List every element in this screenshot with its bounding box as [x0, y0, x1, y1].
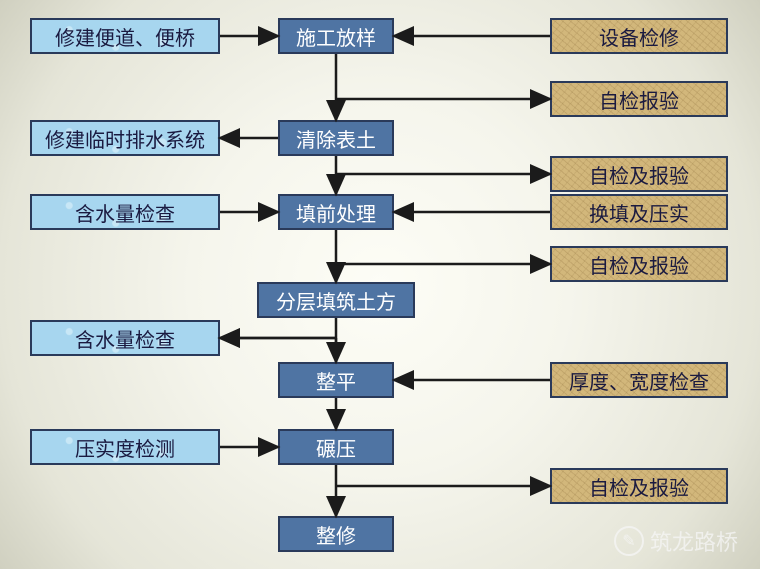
center-node-1: 清除表土 — [278, 120, 394, 156]
watermark: ✎ 筑龙路桥 — [614, 525, 738, 557]
right-node-5: 厚度、宽度检查 — [550, 362, 728, 398]
right-node-1: 自检报验 — [550, 81, 728, 117]
center-node-5: 碾压 — [278, 429, 394, 465]
right-node-0: 设备检修 — [550, 18, 728, 54]
right-node-2: 自检及报验 — [550, 156, 728, 192]
right-node-3: 换填及压实 — [550, 194, 728, 230]
left-node-1: 修建临时排水系统 — [30, 120, 220, 156]
center-node-3: 分层填筑土方 — [257, 282, 415, 318]
right-node-4: 自检及报验 — [550, 246, 728, 282]
left-node-3: 含水量检查 — [30, 320, 220, 356]
left-node-2: 含水量检查 — [30, 194, 220, 230]
center-node-2: 填前处理 — [278, 194, 394, 230]
left-node-4: 压实度检测 — [30, 429, 220, 465]
left-node-0: 修建便道、便桥 — [30, 18, 220, 54]
center-node-0: 施工放样 — [278, 18, 394, 54]
center-node-4: 整平 — [278, 362, 394, 398]
center-node-6: 整修 — [278, 516, 394, 552]
right-node-6: 自检及报验 — [550, 468, 728, 504]
watermark-text: 筑龙路桥 — [650, 525, 738, 557]
pencil-icon: ✎ — [614, 526, 644, 556]
